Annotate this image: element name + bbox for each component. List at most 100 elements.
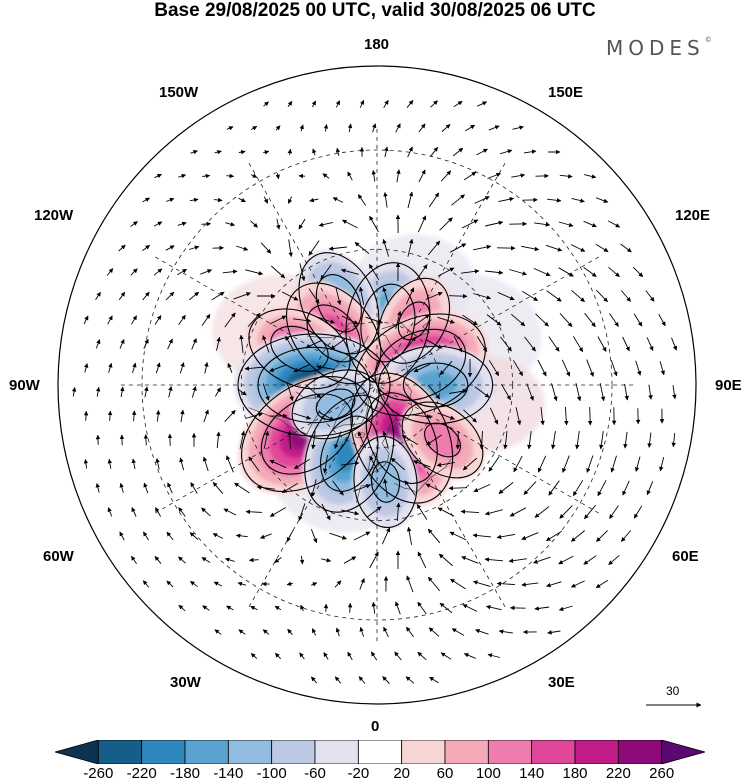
wind-vector xyxy=(449,531,467,541)
wind-vector xyxy=(633,505,643,519)
wind-vector xyxy=(216,431,221,449)
wind-vector xyxy=(383,99,389,108)
wind-vector xyxy=(451,194,465,206)
wind-vector xyxy=(551,383,558,402)
wind-vector xyxy=(485,270,504,275)
wind-vector xyxy=(439,360,453,376)
wind-vector xyxy=(320,264,332,280)
wind-vector xyxy=(330,338,346,350)
wind-vector xyxy=(263,101,269,107)
wind-vector xyxy=(119,482,124,493)
colorbar-tick-label: 60 xyxy=(436,765,454,782)
wind-vector xyxy=(396,169,401,183)
wind-vector xyxy=(130,221,138,227)
wind-vector xyxy=(95,482,100,493)
wind-vector xyxy=(633,313,643,327)
wind-vector xyxy=(646,481,654,496)
wind-vector xyxy=(535,313,549,327)
wind-vector xyxy=(608,554,620,566)
wind-vector xyxy=(522,291,539,301)
meridian--60 xyxy=(154,386,374,514)
wind-vector xyxy=(473,293,492,300)
wind-vector xyxy=(462,314,478,326)
wind-vector xyxy=(413,414,432,419)
modes-logo: MODES© xyxy=(606,36,712,60)
wind-vector xyxy=(441,124,451,132)
colorbar-tick-label: -100 xyxy=(256,765,287,782)
wind-vector xyxy=(189,197,199,203)
wind-vector xyxy=(275,125,281,131)
wind-vector xyxy=(285,335,295,353)
wind-vector xyxy=(238,149,246,155)
wind-vector xyxy=(608,266,620,278)
wind-vector xyxy=(395,123,401,133)
wind-vector xyxy=(533,556,551,564)
wind-vector xyxy=(453,100,463,108)
wind-vector xyxy=(406,100,414,108)
wind-vector xyxy=(308,288,320,304)
wind-vector xyxy=(189,532,199,540)
wind-vector xyxy=(584,312,596,328)
wind-vector xyxy=(359,626,365,637)
wind-vector xyxy=(463,409,477,423)
wind-vector xyxy=(237,581,247,587)
colorbar-tick-label: 140 xyxy=(519,765,545,782)
wind-vector xyxy=(317,316,335,324)
wind-vector xyxy=(311,431,316,450)
wind-vector xyxy=(343,556,357,564)
wind-vector xyxy=(461,556,479,564)
wind-vector xyxy=(95,291,101,301)
wind-vector xyxy=(298,503,306,521)
meridian--30 xyxy=(248,388,376,608)
wind-vector xyxy=(488,456,500,472)
wind-vector xyxy=(235,533,248,539)
wind-vector xyxy=(448,485,468,491)
wind-vector xyxy=(309,197,319,203)
wind-vector xyxy=(558,267,574,277)
wind-vector xyxy=(347,171,353,181)
wind-vector xyxy=(274,652,282,660)
wind-vector xyxy=(401,435,419,445)
wind-vector xyxy=(287,148,293,155)
wind-vector xyxy=(533,267,551,277)
coastline-segment-6 xyxy=(394,458,452,494)
colorbar-swatch-11 xyxy=(531,740,576,764)
wind-vector xyxy=(131,315,137,325)
wind-vector xyxy=(484,509,503,516)
meridian-60 xyxy=(380,386,600,514)
wind-vector xyxy=(223,508,237,516)
wind-vector xyxy=(250,126,258,131)
wind-vector xyxy=(202,173,211,179)
wind-vector xyxy=(201,507,211,517)
wind-vector xyxy=(308,240,320,256)
wind-vector xyxy=(177,268,187,276)
wind-vector xyxy=(510,313,526,327)
wind-vector xyxy=(499,149,513,155)
wind-vector xyxy=(558,221,574,228)
contour-low-greenland-east xyxy=(291,369,380,440)
wind-vector xyxy=(382,286,390,305)
wind-vector xyxy=(583,220,597,228)
wind-vector xyxy=(155,362,161,374)
wind-vector xyxy=(546,290,562,302)
wind-vector xyxy=(347,602,353,613)
wind-vector xyxy=(511,173,526,178)
wind-vector xyxy=(328,246,347,251)
wind-vector xyxy=(548,480,560,496)
wind-vector xyxy=(248,456,260,472)
wind-vector xyxy=(462,604,478,612)
wind-vector xyxy=(624,383,629,401)
wind-vector xyxy=(166,580,174,588)
wind-vector xyxy=(179,362,185,374)
wind-vector xyxy=(610,455,617,473)
lon-label-150w: 150W xyxy=(159,84,199,101)
wind-vector xyxy=(461,219,479,229)
wind-vector xyxy=(534,506,550,518)
colorbar-tick-label: -60 xyxy=(304,765,326,782)
wind-vector xyxy=(119,338,125,349)
wind-vector xyxy=(335,147,341,156)
wind-vector xyxy=(474,386,490,398)
wind-vector xyxy=(143,482,149,494)
wind-vector xyxy=(634,456,641,472)
wind-vector xyxy=(460,509,480,514)
